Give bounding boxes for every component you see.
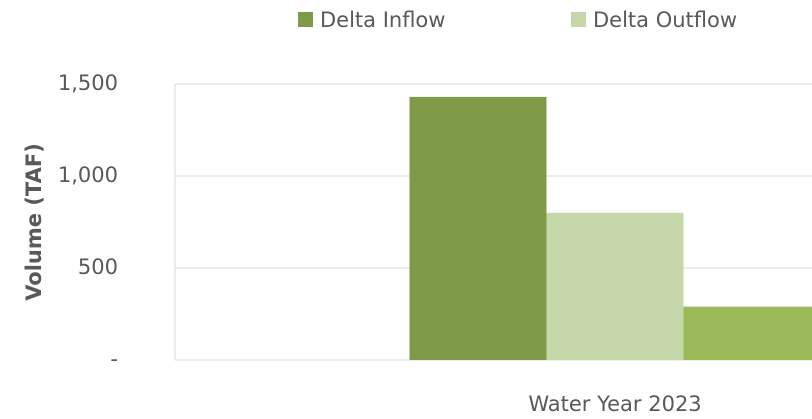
legend-swatch <box>571 12 586 27</box>
y-axis-label: Volume (TAF) <box>22 143 46 301</box>
bar <box>409 96 547 360</box>
x-tick-label: Water Year 2023 <box>528 392 701 416</box>
y-tick-label: - <box>110 347 118 371</box>
legend-label: Delta Outflow <box>593 8 737 32</box>
y-tick-label: 1,000 <box>58 163 118 187</box>
y-tick-label: 500 <box>78 255 118 279</box>
bar <box>546 212 684 360</box>
y-tick-label: 1,500 <box>58 71 118 95</box>
legend-swatch <box>298 12 313 27</box>
legend-label: Delta Inflow <box>320 8 445 32</box>
bar <box>683 306 812 360</box>
